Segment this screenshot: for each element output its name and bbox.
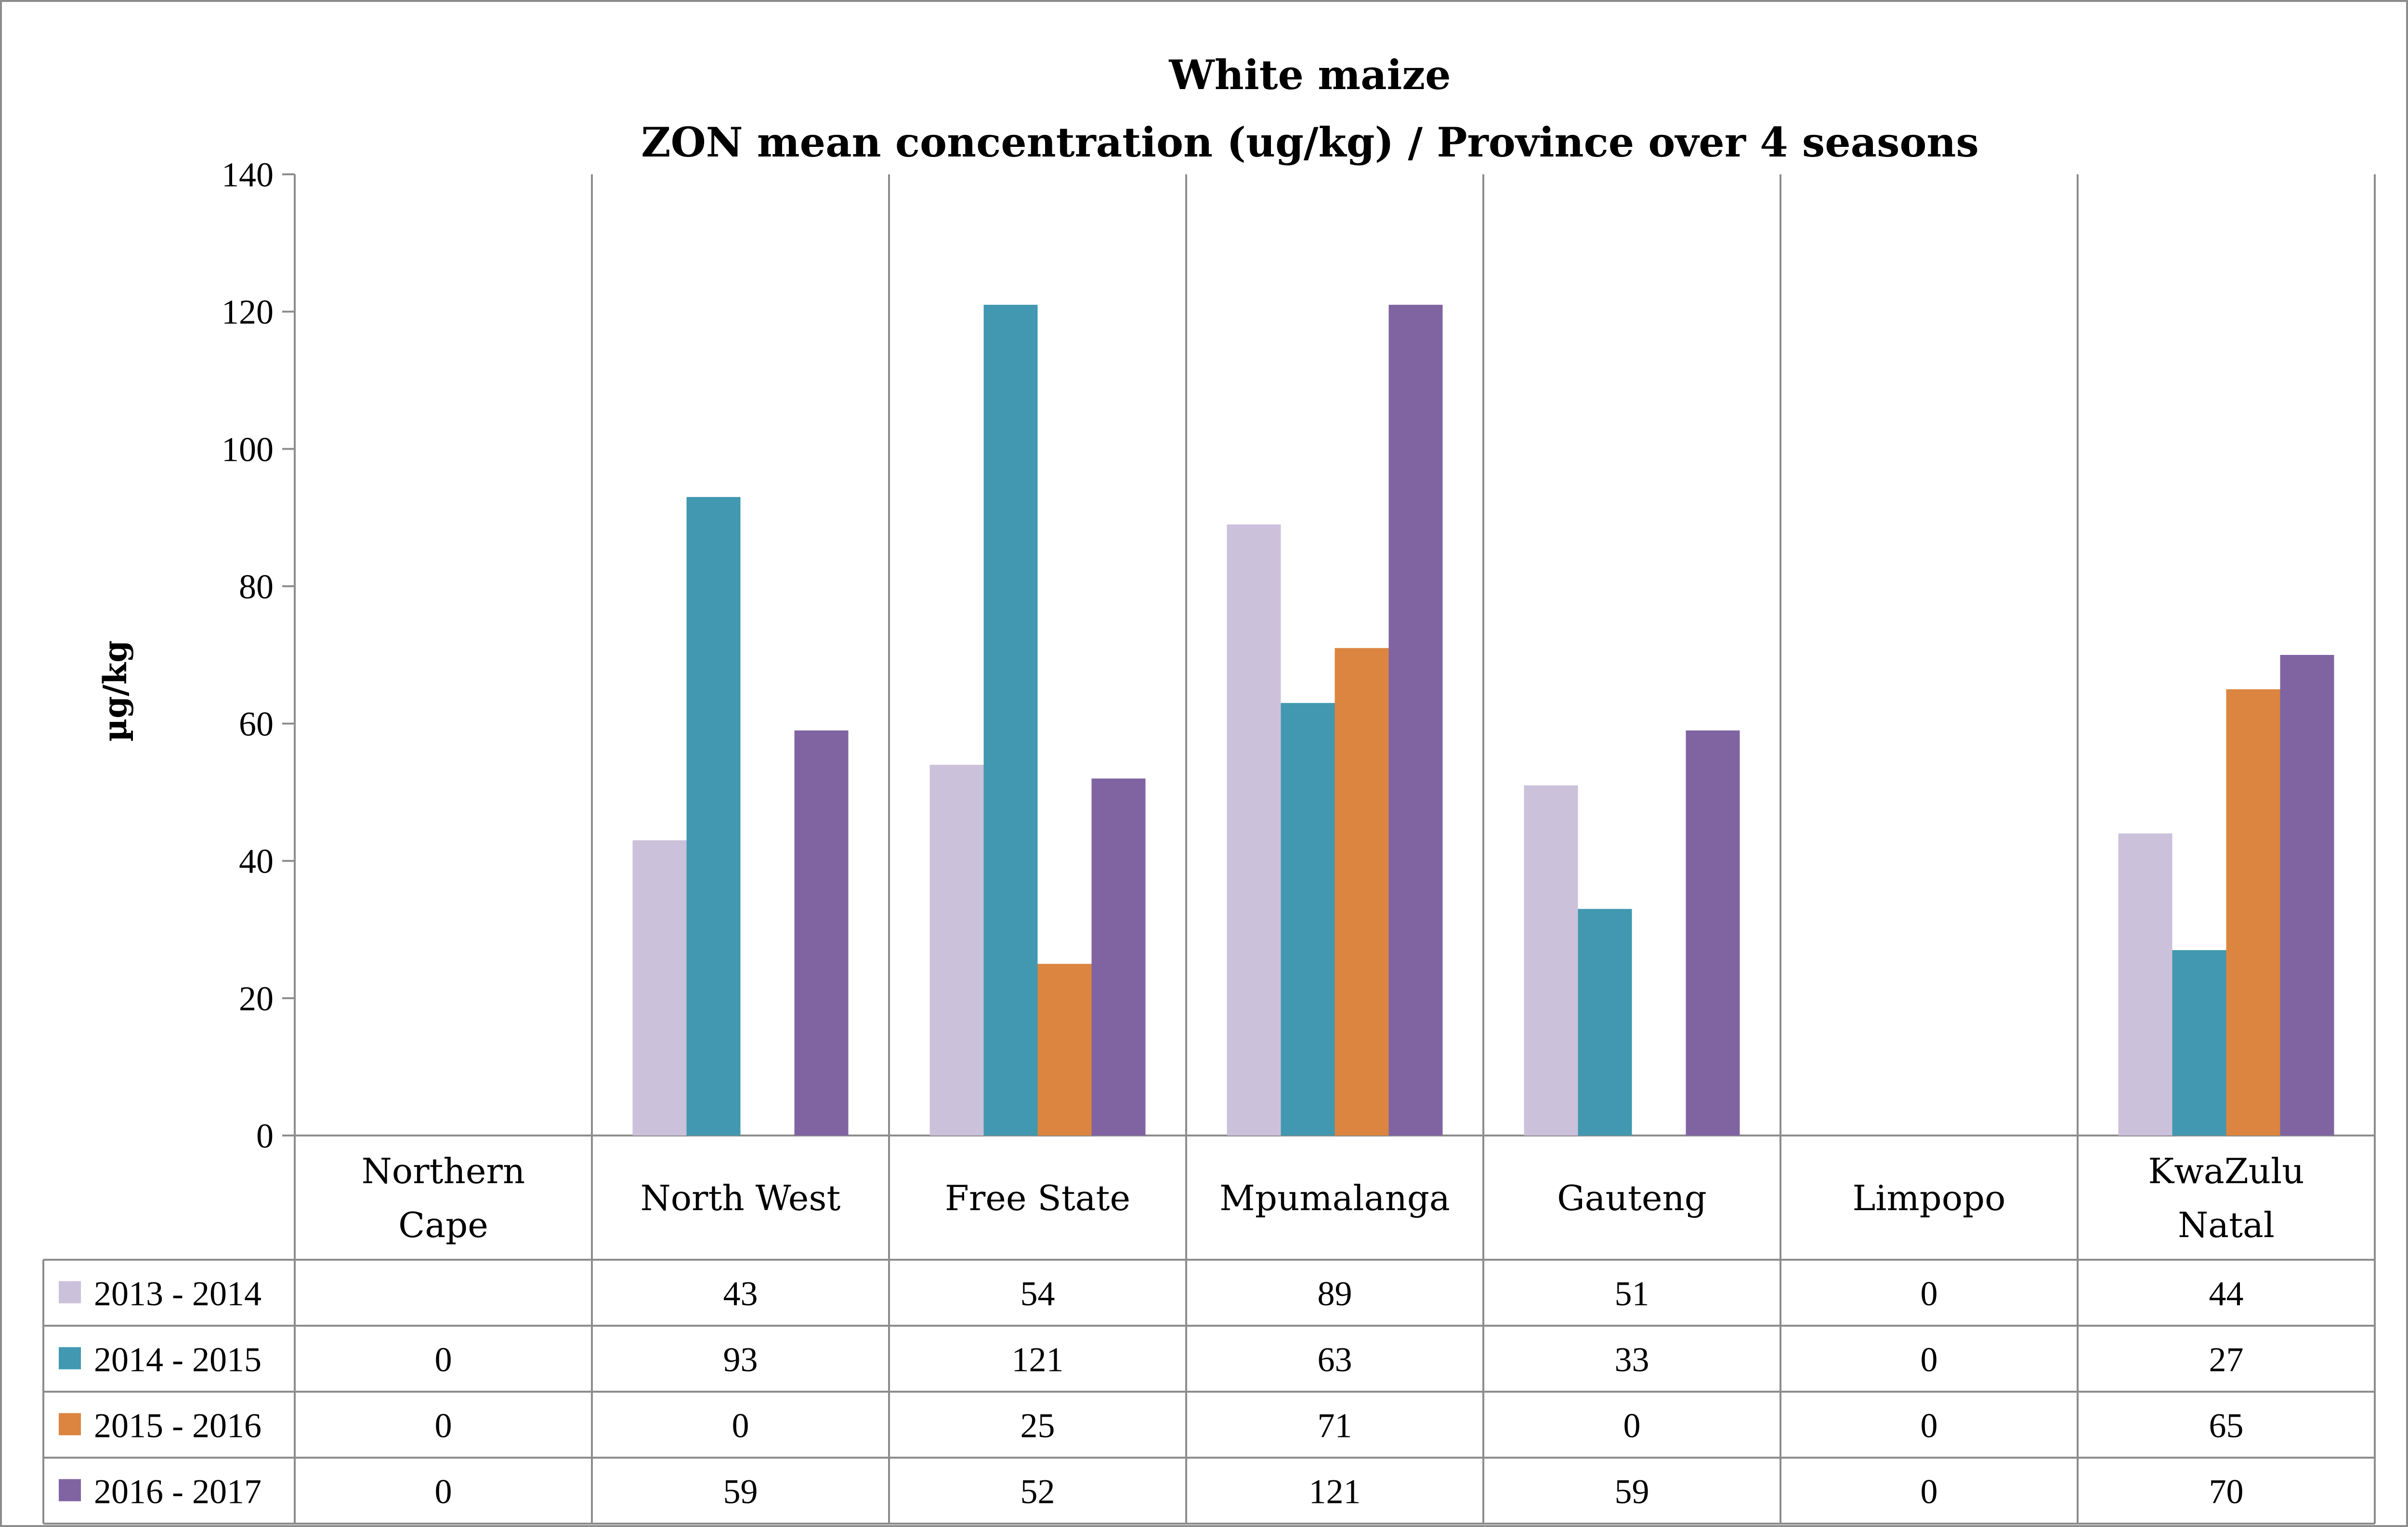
table-cell: 0 bbox=[1921, 1473, 1938, 1511]
category-label: Cape bbox=[398, 1205, 488, 1245]
table-cell: 121 bbox=[1309, 1473, 1361, 1511]
y-tick-label: 20 bbox=[239, 979, 274, 1018]
bar-2-7 bbox=[2172, 950, 2226, 1135]
legend-label: 2014 - 2015 bbox=[94, 1341, 262, 1379]
category-label: Natal bbox=[2178, 1205, 2275, 1245]
table-cell: 0 bbox=[1921, 1275, 1938, 1313]
category-label: Mpumalanga bbox=[1219, 1178, 1450, 1218]
legend-key-2 bbox=[59, 1347, 81, 1370]
table-cell: 59 bbox=[723, 1473, 758, 1511]
category-label: North West bbox=[641, 1178, 841, 1218]
legend-label: 2016 - 2017 bbox=[94, 1473, 262, 1511]
category-label: Northern bbox=[362, 1151, 525, 1191]
table-cell: 27 bbox=[2209, 1341, 2244, 1379]
bar-4-7 bbox=[2280, 655, 2334, 1135]
table-cell: 0 bbox=[1623, 1407, 1641, 1445]
y-tick-label: 0 bbox=[256, 1117, 274, 1155]
bar-3-4 bbox=[1335, 648, 1389, 1135]
table-cell: 54 bbox=[1021, 1275, 1055, 1313]
bar-1-4 bbox=[1227, 524, 1281, 1135]
legend-key-4 bbox=[59, 1479, 81, 1501]
table-cell: 0 bbox=[1921, 1407, 1938, 1445]
bar-2-4 bbox=[1281, 703, 1335, 1135]
table-cell: 59 bbox=[1615, 1473, 1649, 1511]
table-cell: 0 bbox=[435, 1341, 452, 1379]
table-cell: 25 bbox=[1021, 1407, 1055, 1445]
y-axis-label: µg/kg bbox=[96, 640, 134, 742]
bar-4-4 bbox=[1388, 304, 1443, 1135]
table-cell: 33 bbox=[1615, 1341, 1649, 1379]
legend-key-1 bbox=[59, 1281, 81, 1304]
bar-4-5 bbox=[1686, 730, 1740, 1135]
bar-2-3 bbox=[983, 304, 1038, 1135]
table-cell: 0 bbox=[435, 1473, 452, 1511]
bar-2-5 bbox=[1578, 909, 1632, 1135]
y-tick-label: 140 bbox=[222, 156, 274, 194]
bar-3-3 bbox=[1037, 964, 1092, 1135]
table-cell: 89 bbox=[1318, 1275, 1352, 1313]
category-label: Gauteng bbox=[1557, 1178, 1707, 1218]
table-cell: 43 bbox=[723, 1275, 758, 1313]
table-cell: 63 bbox=[1318, 1341, 1352, 1379]
y-tick-label: 40 bbox=[239, 842, 274, 881]
category-label: KwaZulu bbox=[2148, 1151, 2304, 1191]
table-cell: 93 bbox=[723, 1341, 758, 1379]
y-tick-label: 100 bbox=[222, 430, 274, 469]
chart-title: White maize bbox=[1168, 51, 1451, 99]
bar-3-7 bbox=[2226, 689, 2280, 1135]
legend-label: 2013 - 2014 bbox=[94, 1275, 262, 1313]
table-cell: 65 bbox=[2209, 1407, 2244, 1445]
table-cell: 0 bbox=[435, 1407, 452, 1445]
category-label: Free State bbox=[945, 1178, 1130, 1218]
bar-2-2 bbox=[686, 497, 741, 1135]
table-cell: 0 bbox=[732, 1407, 749, 1445]
bar-1-5 bbox=[1524, 785, 1578, 1135]
table-cell: 0 bbox=[1921, 1341, 1938, 1379]
legend-key-3 bbox=[59, 1413, 81, 1436]
table-cell: 121 bbox=[1012, 1341, 1064, 1379]
bar-4-3 bbox=[1091, 778, 1146, 1135]
bar-1-3 bbox=[929, 765, 984, 1135]
legend-label: 2015 - 2016 bbox=[94, 1407, 262, 1445]
y-tick-label: 60 bbox=[239, 705, 274, 744]
bar-1-7 bbox=[2118, 833, 2172, 1135]
table-cell: 70 bbox=[2209, 1473, 2244, 1511]
table-cell: 51 bbox=[1615, 1275, 1649, 1313]
table-cell: 44 bbox=[2209, 1275, 2244, 1313]
y-tick-label: 80 bbox=[239, 567, 274, 606]
table-cell: 52 bbox=[1021, 1473, 1055, 1511]
bar-4-2 bbox=[794, 730, 849, 1135]
y-tick-label: 120 bbox=[222, 293, 274, 331]
bar-1-2 bbox=[632, 840, 687, 1135]
chart-subtitle: ZON mean concentration (ug/kg) / Provinc… bbox=[641, 118, 1979, 166]
category-label: Limpopo bbox=[1853, 1178, 2006, 1218]
table-cell: 71 bbox=[1318, 1407, 1352, 1445]
